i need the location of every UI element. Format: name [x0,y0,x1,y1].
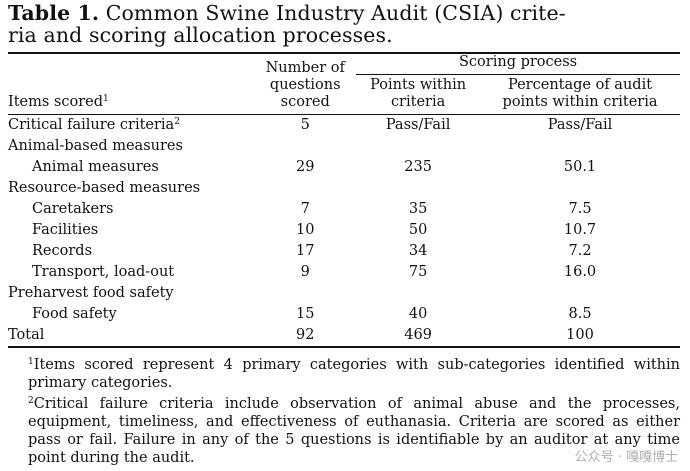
table-row-animal-based: Animal-based measures [8,136,680,157]
table-row-transport: Transport, load-out 9 75 16.0 [8,262,680,283]
cell-questions: 17 [295,243,315,259]
watermark: 公众号 · 嘎嘎博士 [574,450,678,465]
row-label: Animal measures [32,159,159,175]
footnote-1: 1Items scored represent 4 primary catego… [28,357,680,391]
cell-percentage: 8.5 [568,306,592,322]
row-label: Caretakers [32,201,114,217]
table-row-critical-failure: Critical failure criteria2 5 Pass/Fail P… [8,115,680,136]
bottom-rule [8,346,680,348]
table-row-resource-based: Resource-based measures [8,178,680,199]
header-percentage-of-audit-points: Percentage of audit points within criteri… [502,77,658,110]
table-row-food-safety: Food safety 15 40 8.5 [8,304,680,325]
row-label: Animal-based measures [8,138,183,154]
table-row-preharvest: Preharvest food safety [8,283,680,304]
table-row-total: Total 92 469 100 [8,325,680,346]
table-figure: Table 1. Common Swine Industry Audit (CS… [8,0,680,470]
cell-questions: 29 [295,159,315,175]
cell-percentage: 10.7 [563,222,597,238]
row-label: Critical failure criteria [8,117,175,133]
table-row-records: Records 17 34 7.2 [8,241,680,262]
header-row-2: Points within criteria Percentage of audi… [8,75,680,115]
row-label: Resource-based measures [8,180,201,196]
row-label: Transport, load-out [32,264,175,280]
table-row-facilities: Facilities 10 50 10.7 [8,220,680,241]
cell-points: 235 [404,159,432,175]
row-label: Total [8,327,45,343]
cell-percentage: 16.0 [563,264,597,280]
row-label: Preharvest food safety [8,285,174,301]
cell-questions: 10 [295,222,315,238]
row-label: Records [32,243,93,259]
cell-points: 75 [408,264,428,280]
row-label: Food safety [32,306,117,322]
header-items-scored: Items scored1 [8,94,109,110]
cell-questions: 5 [300,117,310,133]
header-scoring-process: Scoring process [356,54,680,75]
footnote-2: 2Critical failure criteria include obser… [28,396,680,466]
cell-questions: 92 [295,327,315,343]
data-table: Items scored1 Number of questions scored… [8,54,680,346]
caption-label: Table 1. [8,1,100,25]
caption-text-line2: ria and scoring allocation processes. [8,23,393,47]
cell-points: 40 [408,306,428,322]
cell-questions: 7 [300,201,310,217]
footnotes: 1Items scored represent 4 primary catego… [8,356,680,467]
cell-points: 50 [408,222,428,238]
cell-percentage: 50.1 [563,159,597,175]
cell-points: 469 [404,327,432,343]
cell-questions: 15 [295,306,315,322]
header-number-of-questions: Number of questions scored [265,60,345,110]
row-label: Facilities [32,222,99,238]
cell-points: Pass/Fail [385,117,451,133]
caption-text-line1: Common Swine Industry Audit (CSIA) crite… [105,1,566,25]
cell-percentage: 100 [566,327,594,343]
cell-percentage: 7.5 [568,201,592,217]
table-row-animal-measures: Animal measures 29 235 50.1 [8,157,680,178]
table-caption: Table 1. Common Swine Industry Audit (CS… [8,2,680,46]
cell-points: 34 [408,243,428,259]
cell-questions: 9 [300,264,310,280]
header-row-1: Items scored1 Number of questions scored… [8,54,680,110]
cell-points: 35 [408,201,428,217]
table-row-caretakers: Caretakers 7 35 7.5 [8,199,680,220]
header-points-within-criteria: Points within criteria [370,77,467,110]
cell-percentage: 7.2 [568,243,592,259]
cell-percentage: Pass/Fail [547,117,613,133]
top-rule [8,52,680,54]
